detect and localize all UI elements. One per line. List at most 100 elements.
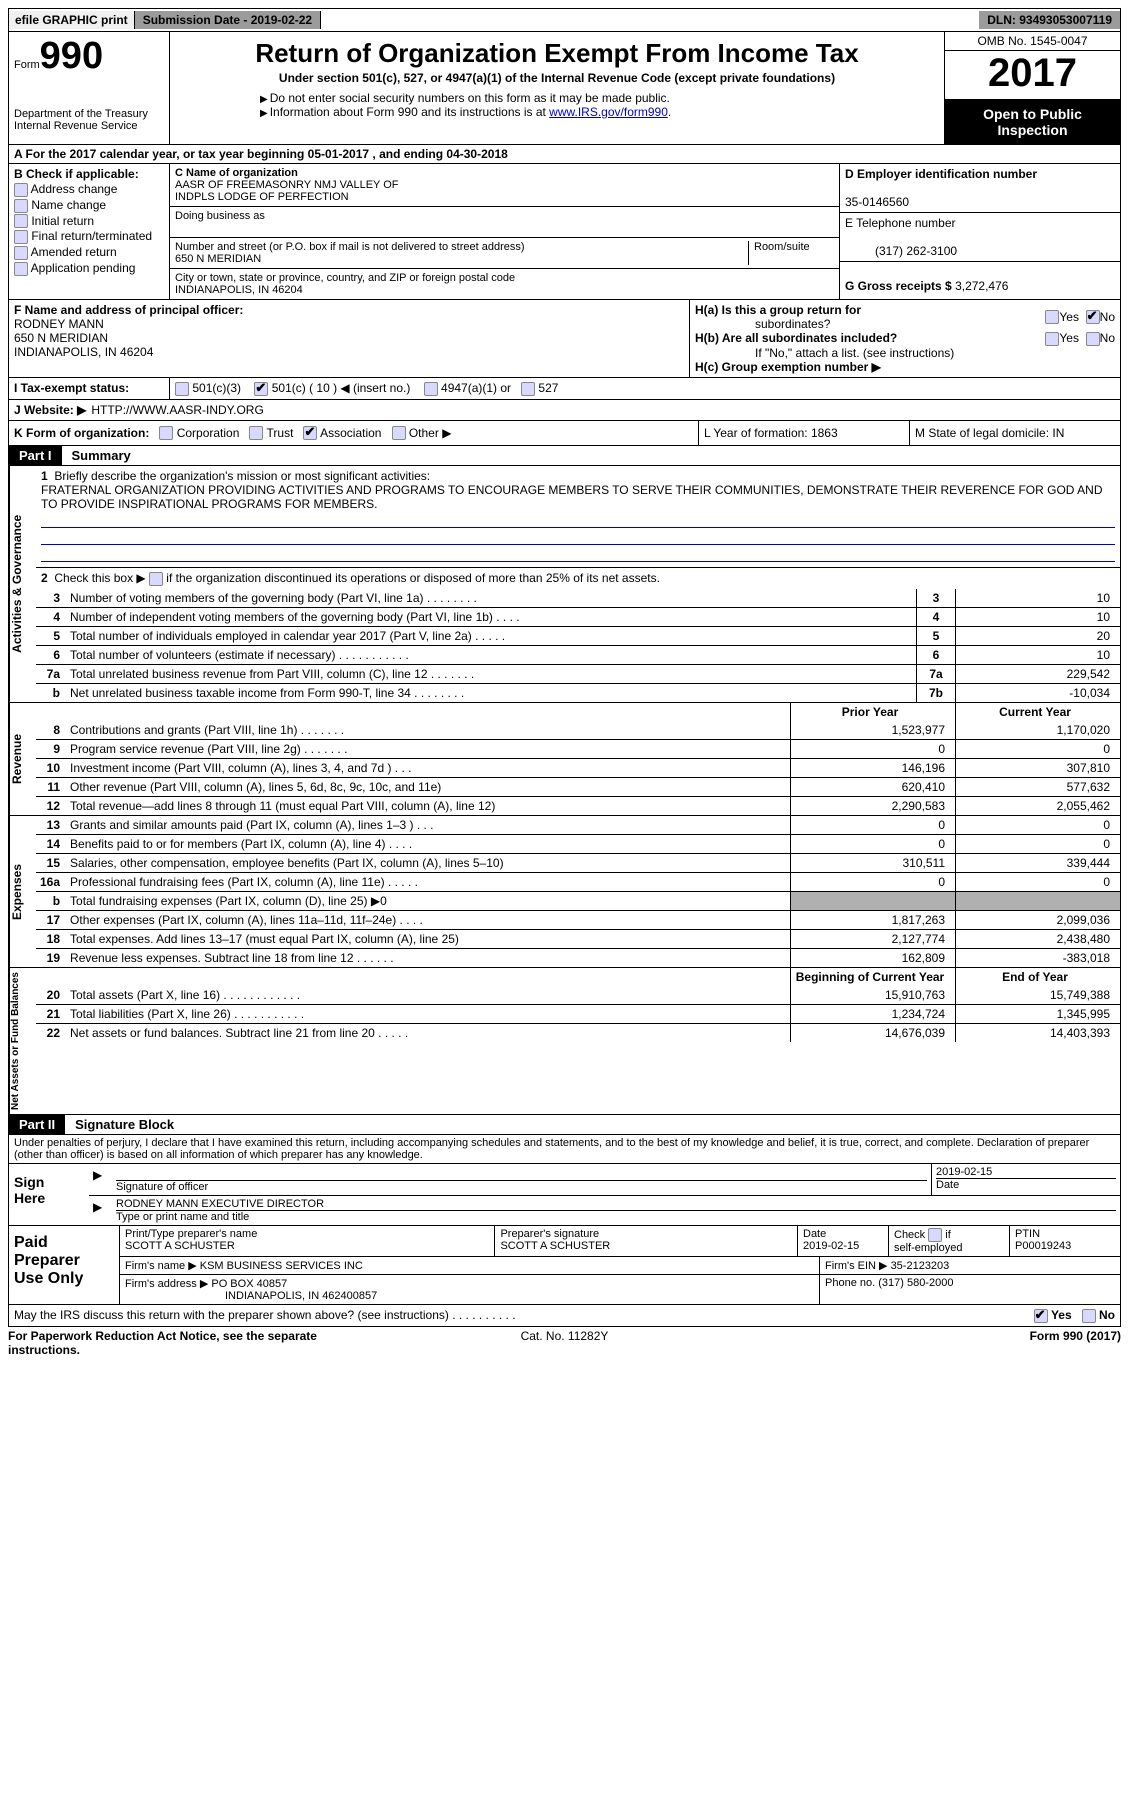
summary-expenses: Expenses 13Grants and similar amounts pa… bbox=[8, 816, 1121, 968]
ein-value: 35-0146560 bbox=[845, 195, 909, 209]
col-f-officer: F Name and address of principal officer:… bbox=[9, 300, 690, 377]
chk-4947[interactable] bbox=[424, 382, 438, 396]
row-j-website: J Website: ▶ HTTP://WWW.AASR-INDY.ORG bbox=[8, 400, 1121, 421]
chk-discuss-yes[interactable] bbox=[1034, 1309, 1048, 1323]
col-current: Current Year bbox=[956, 703, 1121, 721]
arrow-icon: ▶ bbox=[89, 1164, 112, 1195]
irs-link[interactable]: www.IRS.gov/form990 bbox=[549, 105, 668, 119]
i-label: I Tax-exempt status: bbox=[9, 378, 170, 399]
firm-ein-label: Firm's EIN ▶ bbox=[825, 1260, 888, 1272]
chk-501c3[interactable] bbox=[175, 382, 189, 396]
chk-initial-return[interactable]: Initial return bbox=[14, 214, 164, 229]
chk-address-change[interactable]: Address change bbox=[14, 182, 164, 197]
prep-name-label: Print/Type preparer's name bbox=[125, 1228, 257, 1240]
table-row: 19Revenue less expenses. Subtract line 1… bbox=[36, 949, 1120, 968]
hb-note: If "No," attach a list. (see instruction… bbox=[695, 346, 1115, 360]
top-bar: efile GRAPHIC print Submission Date - 20… bbox=[8, 8, 1121, 32]
chk-trust[interactable] bbox=[249, 426, 263, 440]
chk-501c[interactable] bbox=[254, 382, 268, 396]
org-name-2: INDPLS LODGE OF PERFECTION bbox=[175, 191, 349, 203]
governance-table: 3Number of voting members of the governi… bbox=[36, 589, 1120, 702]
table-row: bTotal fundraising expenses (Part IX, co… bbox=[36, 892, 1120, 911]
prep-date: 2019-02-15 bbox=[803, 1240, 859, 1252]
table-row: 7aTotal unrelated business revenue from … bbox=[36, 665, 1120, 684]
footer-center: Cat. No. 11282Y bbox=[379, 1329, 750, 1357]
chk-assoc[interactable] bbox=[303, 426, 317, 440]
mission-text: FRATERNAL ORGANIZATION PROVIDING ACTIVIT… bbox=[41, 483, 1102, 511]
note-ssn: Do not enter social security numbers on … bbox=[270, 91, 670, 105]
expenses-table: 13Grants and similar amounts paid (Part … bbox=[36, 816, 1120, 967]
l1-desc: Briefly describe the organization's miss… bbox=[54, 469, 430, 483]
firm-phone-label: Phone no. bbox=[825, 1277, 875, 1289]
table-row: 22Net assets or fund balances. Subtract … bbox=[36, 1024, 1120, 1043]
vlabel-revenue: Revenue bbox=[9, 703, 36, 815]
k-label: K Form of organization: bbox=[14, 426, 149, 440]
officer-typed-name: RODNEY MANN EXECUTIVE DIRECTOR bbox=[116, 1198, 324, 1210]
col-end: End of Year bbox=[956, 968, 1121, 986]
arrow-icon: ▶ bbox=[89, 1196, 112, 1225]
date-label: Date bbox=[936, 1178, 1116, 1191]
ha-label: H(a) Is this a group return for bbox=[695, 303, 861, 317]
form-header: Form990 Department of the Treasury Inter… bbox=[8, 32, 1121, 145]
submission-date: Submission Date - 2019-02-22 bbox=[135, 11, 321, 29]
j-label: J Website: ▶ bbox=[14, 403, 86, 417]
section-bcd: B Check if applicable: Address change Na… bbox=[8, 164, 1121, 300]
city-state-zip: INDIANAPOLIS, IN 46204 bbox=[175, 284, 303, 296]
header-left: Form990 Department of the Treasury Inter… bbox=[9, 32, 170, 144]
prep-date-label: Date bbox=[803, 1228, 826, 1240]
prep-sig-label: Preparer's signature bbox=[500, 1228, 599, 1240]
col-b-checkboxes: B Check if applicable: Address change Na… bbox=[9, 164, 170, 299]
declaration-text: Under penalties of perjury, I declare th… bbox=[8, 1135, 1121, 1164]
table-row: 15Salaries, other compensation, employee… bbox=[36, 854, 1120, 873]
f-label: F Name and address of principal officer: bbox=[14, 303, 243, 317]
part2-header: Part II Signature Block bbox=[8, 1115, 1121, 1135]
chk-discuss-no[interactable] bbox=[1082, 1309, 1096, 1323]
form-title: Return of Organization Exempt From Incom… bbox=[180, 38, 934, 69]
row-i-tax-status: I Tax-exempt status: 501(c)(3) 501(c) ( … bbox=[8, 378, 1121, 400]
table-row: 5Total number of individuals employed in… bbox=[36, 627, 1120, 646]
col-d-ein-phone: D Employer identification number 35-0146… bbox=[840, 164, 1120, 299]
form-number: 990 bbox=[40, 35, 103, 77]
mission-line bbox=[41, 513, 1115, 528]
chk-ha-yes[interactable] bbox=[1045, 310, 1059, 324]
sig-officer-label: Signature of officer bbox=[116, 1180, 927, 1193]
form-word: Form bbox=[14, 59, 40, 71]
firm-addr1: PO BOX 40857 bbox=[211, 1278, 287, 1290]
paid-preparer-section: PaidPreparerUse Only Print/Type preparer… bbox=[8, 1226, 1121, 1305]
officer-name: RODNEY MANN bbox=[14, 317, 104, 331]
chk-amended[interactable]: Amended return bbox=[14, 245, 164, 260]
chk-other[interactable] bbox=[392, 426, 406, 440]
b-label: B Check if applicable: bbox=[14, 167, 139, 181]
chk-ha-no[interactable] bbox=[1086, 310, 1100, 324]
mission-line bbox=[41, 530, 1115, 545]
irs: Internal Revenue Service bbox=[14, 120, 164, 132]
chk-pending[interactable]: Application pending bbox=[14, 261, 164, 276]
typed-name-label: Type or print name and title bbox=[116, 1210, 1116, 1223]
chk-final-return[interactable]: Final return/terminated bbox=[14, 229, 164, 244]
city-label: City or town, state or province, country… bbox=[175, 272, 515, 284]
table-row: 17Other expenses (Part IX, column (A), l… bbox=[36, 911, 1120, 930]
firm-addr-label: Firm's address ▶ bbox=[125, 1278, 208, 1290]
discuss-text: May the IRS discuss this return with the… bbox=[14, 1308, 1034, 1323]
m-state-domicile: M State of legal domicile: IN bbox=[910, 421, 1120, 446]
footer: For Paperwork Reduction Act Notice, see … bbox=[8, 1329, 1121, 1357]
tax-year: 2017 bbox=[945, 51, 1120, 100]
paid-preparer-label: PaidPreparerUse Only bbox=[9, 1226, 120, 1304]
prep-name: SCOTT A SCHUSTER bbox=[125, 1240, 235, 1252]
dept-treasury: Department of the Treasury bbox=[14, 108, 164, 120]
efile-print-btn[interactable]: efile GRAPHIC print bbox=[9, 11, 135, 29]
part1-num: Part I bbox=[9, 446, 62, 465]
vlabel-expenses: Expenses bbox=[9, 816, 36, 967]
table-row: 11Other revenue (Part VIII, column (A), … bbox=[36, 778, 1120, 797]
chk-527[interactable] bbox=[521, 382, 535, 396]
chk-corp[interactable] bbox=[159, 426, 173, 440]
firm-ein: 35-2123203 bbox=[891, 1260, 950, 1272]
dln: DLN: 93493053007119 bbox=[979, 11, 1120, 29]
table-row: 20Total assets (Part X, line 16) . . . .… bbox=[36, 986, 1120, 1005]
l2-checkbox-note: Check this box ▶ if the organization dis… bbox=[54, 571, 660, 585]
chk-name-change[interactable]: Name change bbox=[14, 198, 164, 213]
chk-hb-no[interactable] bbox=[1086, 332, 1100, 346]
chk-discontinued[interactable] bbox=[149, 572, 163, 586]
chk-hb-yes[interactable] bbox=[1045, 332, 1059, 346]
chk-self-employed[interactable] bbox=[928, 1228, 942, 1242]
